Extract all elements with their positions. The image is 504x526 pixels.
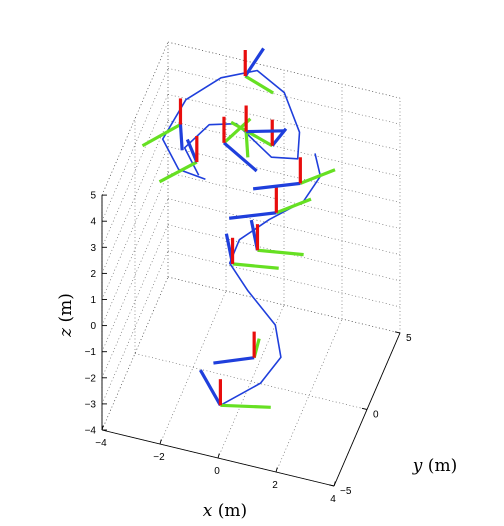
z-tick-label: −1 [85, 347, 97, 358]
z-tick-label: −4 [85, 426, 97, 437]
x-axis-title: x (m) [203, 501, 247, 521]
grid-line [167, 67, 401, 125]
coordinate-frame [198, 369, 271, 409]
z-tick-label: −3 [85, 399, 97, 410]
ticks: −4 −3 −2 −1 0 1 2 3 4 5 −4 −2 0 2 4 −5 0 5 [85, 191, 412, 505]
y-tick-label: −5 [340, 486, 352, 497]
frame-y-axis [257, 248, 304, 257]
coordinate-frame [141, 98, 184, 151]
z-tick-label: 0 [90, 321, 96, 332]
x-tick [333, 481, 336, 487]
grid-line [167, 41, 401, 99]
coordinate-frame [244, 105, 285, 158]
frame-y-axis [232, 262, 279, 270]
coordinate-frame [228, 186, 312, 220]
frame-y-axis [244, 131, 250, 158]
coordinate-frame [222, 116, 258, 173]
frame-x-axis [228, 211, 277, 220]
y-tick [361, 407, 368, 410]
frame-x-axis [178, 124, 184, 151]
frame-x-axis [246, 129, 285, 134]
trajectory-line [161, 69, 301, 181]
z-tick-label: 3 [90, 243, 96, 254]
x-tick-label: 2 [272, 480, 278, 491]
frames-layer [141, 47, 336, 409]
coordinate-frame [158, 135, 199, 184]
grid-line [101, 41, 169, 196]
frame-y-axis [158, 160, 198, 184]
frame-y-axis [220, 403, 271, 409]
coordinate-frame [213, 331, 261, 365]
coordinate-frame [252, 157, 336, 191]
frame-y-axis [275, 197, 312, 215]
x-tick [101, 425, 104, 431]
grid-line [167, 172, 401, 229]
y-tick [394, 331, 401, 334]
frame-y-axis [299, 168, 336, 185]
x-tick [275, 467, 278, 473]
coordinate-frame [224, 233, 279, 270]
z-tick-label: −2 [85, 373, 97, 384]
grid-line [167, 250, 401, 308]
coordinate-frame [243, 47, 275, 95]
frame-x-axis [252, 181, 301, 191]
grid-line [101, 250, 169, 405]
coordinate-frame [249, 219, 304, 257]
x-tick-label: −4 [95, 438, 107, 449]
y-tick-label: 5 [406, 333, 412, 344]
frame-x-axis [243, 47, 265, 77]
axis-labels: x (m) y (m) z (m) [56, 293, 457, 521]
x-tick [159, 439, 162, 445]
y-axis-title: y (m) [412, 456, 457, 476]
frame-x-axis [198, 369, 222, 407]
y-tick [328, 484, 335, 487]
grid-line [167, 276, 401, 334]
grid-line [167, 198, 401, 255]
frame-x-axis [222, 141, 258, 173]
series-layer [161, 69, 322, 407]
x-tick [217, 453, 220, 459]
frame-x-axis [213, 356, 255, 365]
z-axis-title: z (m) [56, 293, 76, 338]
z-tick-label: 1 [90, 295, 96, 306]
grid-line [134, 353, 368, 410]
trajectory-line [220, 153, 322, 407]
x-tick-label: −2 [153, 452, 165, 463]
x-tick-label: 0 [214, 466, 220, 477]
grid-line [167, 120, 401, 177]
z-tick-label: 4 [90, 217, 96, 228]
frame-y-axis [244, 74, 275, 95]
x-tick-label: 4 [330, 494, 336, 505]
y-tick-label: 0 [373, 410, 379, 421]
grid-line [101, 68, 169, 222]
frame-y-axis [230, 120, 274, 148]
axes-box [101, 195, 401, 487]
z-tick-label: 5 [90, 191, 96, 202]
frame-y-axis [141, 123, 182, 148]
z-tick-label: 2 [90, 269, 96, 280]
